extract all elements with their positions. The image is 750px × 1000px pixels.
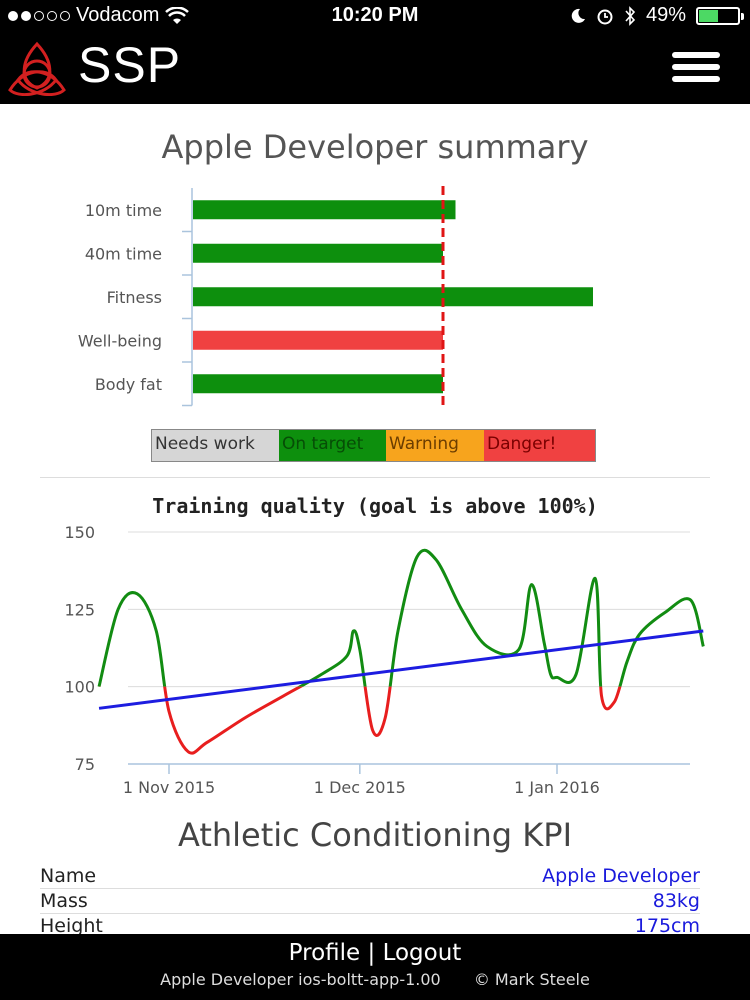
logout-link[interactable]: Logout	[382, 940, 462, 966]
battery-icon	[696, 6, 744, 25]
quality-line-below-goal	[99, 686, 622, 755]
kpi-value: 83kg	[652, 890, 700, 912]
summary-bar	[193, 200, 456, 220]
kpi-key: Name	[40, 865, 97, 887]
app-name: SSP	[78, 37, 182, 93]
footer: Profile | Logout Apple Developer ios-bol…	[0, 934, 750, 1000]
category-label: 10m time	[85, 201, 162, 220]
battery-percent: 49%	[645, 4, 686, 26]
y-tick-label: 75	[75, 755, 95, 774]
footer-links: Profile | Logout	[0, 940, 750, 966]
copyright: © Mark Steele	[473, 970, 590, 989]
alarm-icon	[597, 9, 613, 24]
triquetra-logo-icon	[8, 41, 66, 96]
footer-meta: Apple Developer ios-boltt-app-1.00 © Mar…	[0, 970, 750, 989]
quality-line-above-goal	[97, 548, 705, 687]
category-label: Fitness	[107, 288, 162, 307]
moon-icon	[571, 8, 585, 23]
wifi-icon	[165, 6, 190, 24]
status-legend: Needs work On target Warning Danger!	[151, 429, 596, 462]
legend-needs-work: Needs work	[152, 430, 279, 461]
status-bar: Vodacom 10:20 PM 49%	[0, 0, 750, 30]
kpi-table: Name Apple Developer Mass 83kg Height 17…	[40, 864, 700, 939]
category-label: Body fat	[95, 375, 162, 394]
profile-link[interactable]: Profile	[288, 940, 361, 966]
y-tick-label: 100	[64, 678, 95, 697]
hamburger-menu-button[interactable]	[672, 52, 720, 82]
section-divider	[40, 477, 710, 478]
summary-bar	[193, 374, 443, 394]
category-label: 40m time	[85, 244, 162, 263]
y-tick-label: 125	[64, 600, 95, 619]
kpi-value: Apple Developer	[542, 865, 700, 887]
carrier-info: Vodacom	[8, 4, 190, 27]
app-version: Apple Developer ios-boltt-app-1.00	[160, 970, 441, 989]
y-tick-label: 150	[64, 523, 95, 542]
kpi-key: Height	[40, 915, 103, 937]
kpi-key: Mass	[40, 890, 88, 912]
x-tick-label: 1 Dec 2015	[314, 778, 406, 797]
trend-line	[98, 629, 704, 710]
kpi-value: 175cm	[634, 915, 700, 937]
category-label: Well-being	[78, 331, 162, 350]
training-chart-title: Training quality (goal is above 100%)	[152, 494, 598, 518]
legend-danger: Danger!	[484, 430, 595, 461]
summary-title: Apple Developer summary	[161, 128, 589, 166]
x-tick-label: 1 Nov 2015	[123, 778, 215, 797]
signal-strength-icon	[8, 10, 70, 21]
legend-warning: Warning	[386, 430, 484, 461]
kpi-row-name: Name Apple Developer	[40, 864, 700, 889]
kpi-row-mass: Mass 83kg	[40, 889, 700, 914]
app-header: SSP	[0, 30, 750, 104]
training-quality-line-chart: 75 100 125 150 1 Nov 2015 1 Dec 2015 1 Jan 201…	[64, 523, 705, 797]
legend-on-target: On target	[279, 430, 386, 461]
summary-bar	[193, 287, 593, 307]
summary-bar-chart: 10m time 40m time Fitness Well-being Body fa…	[78, 186, 593, 410]
summary-bar	[193, 243, 443, 263]
footer-separator: |	[367, 940, 376, 966]
carrier-name: Vodacom	[76, 4, 160, 26]
kpi-title: Athletic Conditioning KPI	[177, 816, 572, 854]
bluetooth-icon	[625, 5, 636, 26]
summary-bar	[193, 330, 443, 350]
x-tick-label: 1 Jan 2016	[514, 778, 600, 797]
clock: 10:20 PM	[331, 4, 419, 26]
system-indicators: 49%	[570, 4, 744, 27]
